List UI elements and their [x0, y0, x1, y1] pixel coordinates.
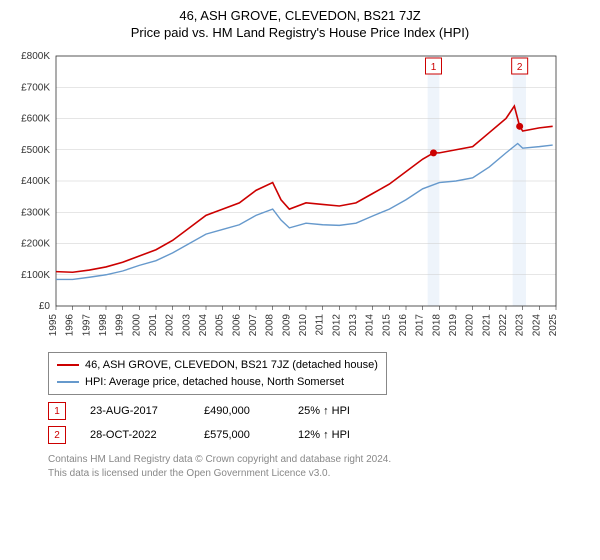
svg-text:2022: 2022: [498, 314, 509, 337]
sale-badge: 1: [48, 402, 66, 420]
chart-title: 46, ASH GROVE, CLEVEDON, BS21 7JZ: [8, 8, 592, 23]
sale-date: 28-OCT-2022: [90, 429, 180, 441]
svg-text:£400K: £400K: [21, 176, 50, 187]
svg-text:2002: 2002: [165, 314, 176, 337]
svg-text:2017: 2017: [415, 314, 426, 337]
svg-text:£200K: £200K: [21, 239, 50, 250]
legend: 46, ASH GROVE, CLEVEDON, BS21 7JZ (detac…: [48, 352, 387, 395]
svg-text:2000: 2000: [131, 314, 142, 337]
svg-text:£100K: £100K: [21, 270, 50, 281]
chart-header: 46, ASH GROVE, CLEVEDON, BS21 7JZ Price …: [8, 8, 592, 40]
svg-text:£500K: £500K: [21, 145, 50, 156]
svg-text:2020: 2020: [465, 314, 476, 337]
chart-area: £0 £100K £200K £300K £400K £500K £600K £700K £80…: [8, 46, 592, 346]
svg-text:2018: 2018: [431, 314, 442, 337]
legend-swatch-property: [57, 360, 79, 370]
sales-list: 1 23-AUG-2017 £490,000 25% ↑ HPI 2 28-OCT-202…: [8, 399, 592, 447]
svg-text:2015: 2015: [381, 314, 392, 337]
svg-text:2011: 2011: [315, 314, 326, 336]
svg-text:£800K: £800K: [21, 51, 50, 62]
attribution-line1: Contains HM Land Registry data © Crown c…: [48, 453, 592, 467]
sale-price: £490,000: [204, 405, 274, 417]
sale-badge: 2: [48, 426, 66, 444]
attribution: Contains HM Land Registry data © Crown c…: [8, 447, 592, 481]
svg-text:2007: 2007: [248, 314, 259, 337]
legend-item-hpi: HPI: Average price, detached house, Nort…: [57, 374, 378, 391]
svg-text:2010: 2010: [298, 314, 309, 337]
svg-text:2014: 2014: [365, 314, 376, 337]
svg-text:2008: 2008: [265, 314, 276, 337]
sale-price: £575,000: [204, 429, 274, 441]
sale-date: 23-AUG-2017: [90, 405, 180, 417]
svg-text:2025: 2025: [548, 314, 559, 337]
svg-text:£0: £0: [39, 301, 51, 312]
svg-text:2021: 2021: [481, 314, 492, 337]
svg-text:2003: 2003: [181, 314, 192, 337]
legend-swatch-hpi: [57, 377, 79, 387]
svg-text:2009: 2009: [281, 314, 292, 337]
svg-text:2: 2: [517, 62, 523, 73]
svg-text:£600K: £600K: [21, 114, 50, 125]
sale-row: 2 28-OCT-2022 £575,000 12% ↑ HPI: [8, 423, 592, 447]
legend-label-hpi: HPI: Average price, detached house, Nort…: [85, 374, 344, 391]
svg-text:2016: 2016: [398, 314, 409, 337]
svg-text:2012: 2012: [331, 314, 342, 337]
sale-row: 1 23-AUG-2017 £490,000 25% ↑ HPI: [8, 399, 592, 423]
svg-text:1999: 1999: [115, 314, 126, 337]
svg-text:1995: 1995: [48, 314, 59, 337]
svg-text:2004: 2004: [198, 314, 209, 337]
legend-item-property: 46, ASH GROVE, CLEVEDON, BS21 7JZ (detac…: [57, 357, 378, 374]
svg-text:2005: 2005: [215, 314, 226, 337]
svg-text:1: 1: [431, 62, 437, 73]
attribution-line2: This data is licensed under the Open Gov…: [48, 467, 592, 481]
legend-label-property: 46, ASH GROVE, CLEVEDON, BS21 7JZ (detac…: [85, 357, 378, 374]
svg-text:2001: 2001: [148, 314, 159, 337]
svg-text:1997: 1997: [81, 314, 92, 337]
svg-text:2019: 2019: [448, 314, 459, 337]
svg-text:2006: 2006: [231, 314, 242, 337]
svg-text:2023: 2023: [515, 314, 526, 337]
chart-subtitle: Price paid vs. HM Land Registry's House …: [8, 25, 592, 40]
sale-delta: 25% ↑ HPI: [298, 405, 350, 417]
sale-delta: 12% ↑ HPI: [298, 429, 350, 441]
line-chart: £0 £100K £200K £300K £400K £500K £600K £700K £80…: [8, 46, 568, 346]
svg-text:1998: 1998: [98, 314, 109, 337]
svg-text:£700K: £700K: [21, 82, 50, 93]
svg-text:£300K: £300K: [21, 207, 50, 218]
svg-text:2024: 2024: [531, 314, 542, 337]
svg-text:1996: 1996: [65, 314, 76, 337]
svg-text:2013: 2013: [348, 314, 359, 337]
